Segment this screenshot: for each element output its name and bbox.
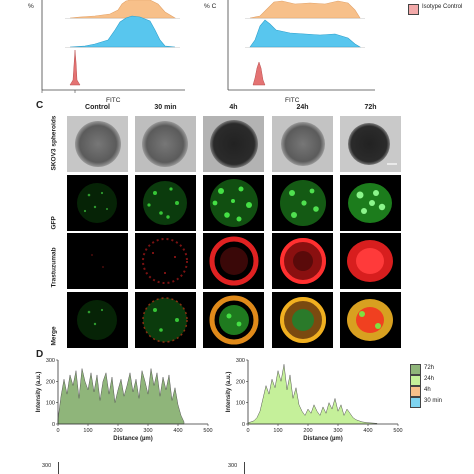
trastuzumab-30min <box>135 233 196 289</box>
legend-item-30-min: 30 min <box>410 397 470 408</box>
legend-label: 4h <box>424 387 431 393</box>
gfp-control <box>67 175 128 231</box>
column-label-4h: 4h <box>229 104 238 111</box>
legend-swatch <box>410 375 421 386</box>
legend-swatch <box>410 364 421 375</box>
next-row-tick-left: 300 <box>42 463 52 469</box>
legend-item-4h: 4h <box>410 386 470 397</box>
trastuzumab-control <box>67 233 128 289</box>
column-label-24h: 24h <box>296 104 309 111</box>
next-row-axis-left <box>58 462 59 474</box>
orange-histogram <box>69 0 177 19</box>
isotype-legend-label: Isotype Control <box>422 4 463 10</box>
left-chart-y-tick-label: 300 <box>46 358 55 364</box>
next-row-tick-right: 300 <box>228 463 238 469</box>
legend-item-72h: 72h <box>410 364 470 375</box>
left-chart-x-tick-label: 300 <box>143 428 152 434</box>
intensity-chart-left: 0 100 200 300 400 500 0 100 200 300 Distance (µm) I… <box>36 358 213 442</box>
right-chart-y-tick-label: 200 <box>236 379 245 385</box>
brightfield-30min <box>135 116 196 172</box>
right-x-axis-title: FITC <box>285 97 300 104</box>
left-chart-x-tick-label: 200 <box>113 428 122 434</box>
histogram-panel-left <box>41 0 185 93</box>
merge-30min <box>135 292 196 348</box>
panel-letter-d: D <box>36 349 44 360</box>
row-label-gfp: GFP <box>50 216 58 230</box>
orange-histogram <box>249 0 361 19</box>
isotype-peak <box>252 61 266 86</box>
legend-swatch <box>410 397 421 408</box>
isotype-peak <box>69 49 81 86</box>
right-chart-x-axis-title: Distance (µm) <box>303 436 342 442</box>
right-chart-y-tick-label: 100 <box>236 401 245 407</box>
left-chart-y-tick-label: 0 <box>52 422 55 428</box>
legend-item-24h: 24h <box>410 375 470 386</box>
legend-label: 72h <box>424 365 435 371</box>
right-chart-x-tick-label: 0 <box>246 428 249 434</box>
right-chart-series-24h-area <box>247 364 378 425</box>
isotype-swatch <box>408 4 419 15</box>
merge-72h <box>340 292 401 348</box>
next-row-axis-right <box>244 462 245 474</box>
right-y-axis-fragment: % C <box>204 3 217 10</box>
trastuzumab-72h <box>340 233 401 289</box>
trastuzumab-24h <box>272 233 333 289</box>
left-chart-y-axis-title: Intensity (a.u.) <box>36 372 42 413</box>
gfp-72h <box>340 175 401 231</box>
histogram-panel-right <box>227 0 375 91</box>
left-chart-x-tick-label: 100 <box>83 428 92 434</box>
gfp-24h <box>272 175 333 231</box>
left-chart-x-axis-title: Distance (µm) <box>113 436 152 442</box>
left-chart-x-tick-label: 500 <box>203 428 212 434</box>
column-label-control: Control <box>85 104 110 111</box>
gfp-4h <box>203 175 264 231</box>
blue-histogram <box>249 19 362 48</box>
row-label-trastuzumab: Trastuzumab <box>50 247 58 288</box>
brightfield-72h <box>340 116 401 172</box>
brightfield-24h <box>272 116 333 172</box>
left-y-axis-fragment: % <box>28 3 34 10</box>
brightfield-4h <box>203 116 264 172</box>
row-label-spheroids: SKOV3 spheroids <box>50 115 58 171</box>
legend-swatch <box>410 386 421 397</box>
panel-letter-c: C <box>36 100 44 111</box>
left-chart-y-tick-label: 100 <box>46 401 55 407</box>
isotype-legend: Isotype Control <box>408 3 474 15</box>
trastuzumab-4h <box>203 233 264 289</box>
intensity-chart-right: 0 100 200 300 400 500 0 100 200 300 Distance (µm) I… <box>226 358 403 442</box>
panel-d-legend: 72h 24h 4h 30 min <box>410 364 470 424</box>
gfp-30min <box>135 175 196 231</box>
blue-histogram <box>69 15 176 48</box>
column-label-30min: 30 min <box>154 104 177 111</box>
left-chart-x-tick-label: 400 <box>173 428 182 434</box>
brightfield-control <box>67 116 128 172</box>
merge-24h <box>272 292 333 348</box>
merge-control <box>67 292 128 348</box>
right-chart-x-tick-label: 200 <box>303 428 312 434</box>
left-x-axis-title: FITC <box>106 97 121 104</box>
right-chart-x-tick-label: 500 <box>393 428 402 434</box>
right-chart-x-tick-label: 400 <box>363 428 372 434</box>
right-chart-y-tick-label: 300 <box>236 358 245 364</box>
left-chart-series-72h-area <box>57 368 185 425</box>
column-label-72h: 72h <box>364 104 377 111</box>
right-chart-y-axis-title: Intensity (a.u.) <box>226 372 232 413</box>
row-label-merge: Merge <box>50 326 58 346</box>
merge-4h <box>203 292 264 348</box>
left-chart-x-tick-label: 0 <box>56 428 59 434</box>
legend-label: 30 min <box>424 398 443 404</box>
legend-label: 24h <box>424 376 435 382</box>
right-chart-x-tick-label: 100 <box>273 428 282 434</box>
right-chart-y-tick-label: 0 <box>242 422 245 428</box>
right-chart-x-tick-label: 300 <box>333 428 342 434</box>
left-chart-y-tick-label: 200 <box>46 379 55 385</box>
